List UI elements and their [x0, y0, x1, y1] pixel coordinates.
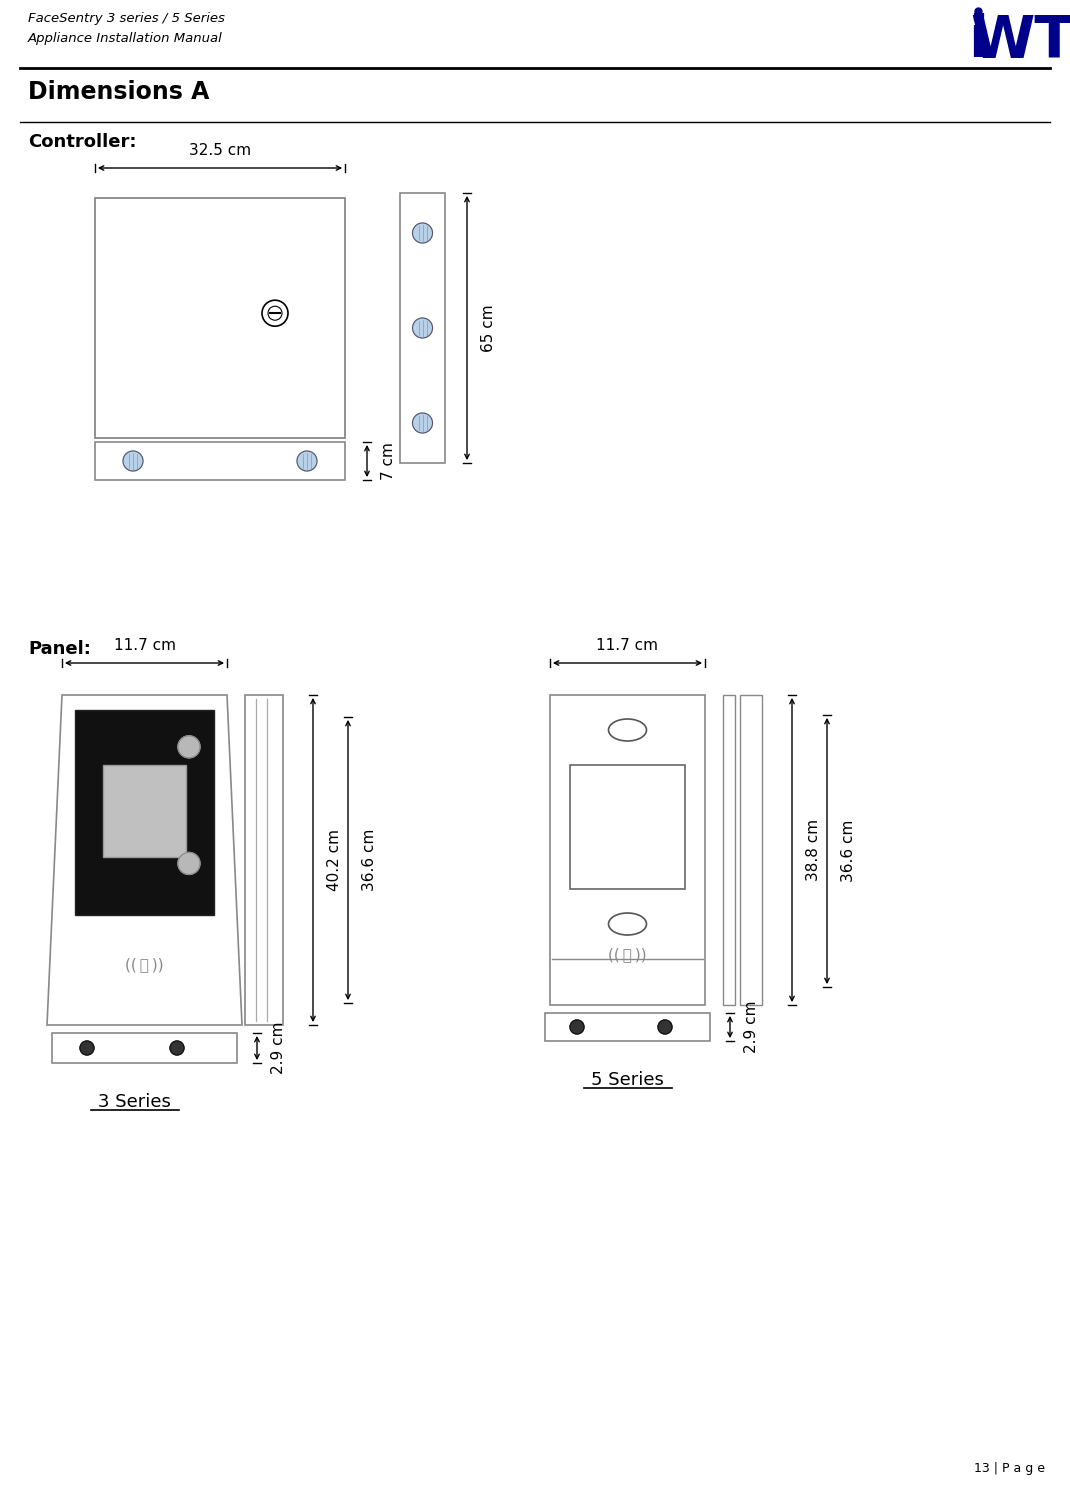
Circle shape: [413, 318, 432, 339]
Circle shape: [178, 852, 200, 875]
Bar: [75, 710, 214, 915]
Bar: [550, 695, 705, 1005]
Circle shape: [413, 223, 432, 243]
Circle shape: [658, 1020, 672, 1034]
Text: 38.8 cm: 38.8 cm: [806, 819, 821, 881]
Text: Controller:: Controller:: [28, 133, 137, 151]
Text: FaceSentry 3 series / 5 Series: FaceSentry 3 series / 5 Series: [28, 12, 225, 25]
Text: i: i: [968, 13, 988, 70]
Text: 36.6 cm: 36.6 cm: [841, 819, 856, 882]
Text: 5 Series: 5 Series: [591, 1071, 664, 1089]
Bar: [245, 695, 282, 1025]
Text: (( 💳 )): (( 💳 )): [125, 957, 164, 972]
Bar: [103, 765, 186, 857]
Text: 32.5 cm: 32.5 cm: [189, 142, 251, 157]
Bar: [95, 198, 345, 437]
Bar: [95, 442, 345, 479]
Circle shape: [80, 1041, 94, 1055]
Circle shape: [178, 736, 200, 758]
Circle shape: [170, 1041, 184, 1055]
Text: (( 💳 )): (( 💳 )): [608, 948, 646, 963]
Text: Dimensions A: Dimensions A: [28, 79, 210, 103]
Text: 7 cm: 7 cm: [381, 442, 396, 479]
Circle shape: [570, 1020, 584, 1034]
Text: 2.9 cm: 2.9 cm: [744, 1001, 759, 1053]
Text: 36.6 cm: 36.6 cm: [362, 828, 377, 891]
Text: Appliance Installation Manual: Appliance Installation Manual: [28, 31, 223, 45]
Bar: [740, 695, 762, 1005]
Bar: [570, 765, 685, 888]
Bar: [400, 193, 445, 463]
Text: 3 Series: 3 Series: [98, 1094, 171, 1112]
Text: WT: WT: [969, 13, 1070, 70]
Text: 65 cm: 65 cm: [482, 304, 496, 352]
Text: 13 | P a g e: 13 | P a g e: [974, 1462, 1045, 1476]
Bar: [723, 695, 735, 1005]
Text: 40.2 cm: 40.2 cm: [327, 828, 342, 891]
Circle shape: [413, 413, 432, 433]
Bar: [52, 1034, 236, 1064]
Polygon shape: [47, 695, 242, 1025]
Text: 2.9 cm: 2.9 cm: [271, 1022, 286, 1074]
Text: Panel:: Panel:: [28, 640, 91, 658]
Bar: [545, 1013, 710, 1041]
Text: 11.7 cm: 11.7 cm: [113, 638, 175, 653]
Text: 11.7 cm: 11.7 cm: [596, 638, 658, 653]
Circle shape: [123, 451, 143, 470]
Circle shape: [297, 451, 317, 470]
